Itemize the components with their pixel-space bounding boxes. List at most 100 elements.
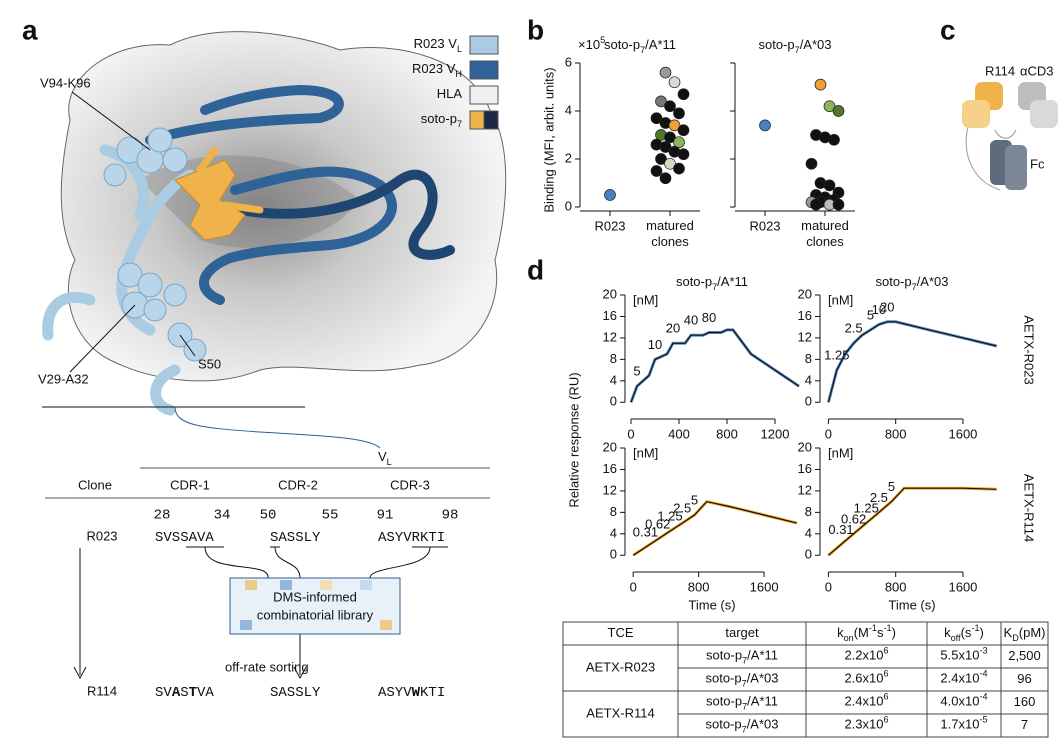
- text-part: (pM): [1019, 625, 1046, 640]
- x-tick-label: 800: [885, 579, 907, 594]
- library-text: combinatorial library: [257, 607, 374, 622]
- legend-swatch: [469, 35, 499, 55]
- sequence: ASYVWKTI: [378, 685, 445, 701]
- diagram-label: Fc: [1030, 156, 1045, 171]
- text-part: SV: [155, 685, 172, 701]
- residue-number: 34: [214, 508, 231, 524]
- text-part: 2.4x10: [844, 694, 883, 709]
- table-cell: 160: [1014, 694, 1036, 709]
- table-cell: 5.5x10-3: [940, 646, 987, 663]
- y-tick-label: 4: [610, 372, 617, 387]
- data-point: [659, 172, 672, 185]
- text-part: 7: [742, 679, 747, 689]
- axis-label: Time (s): [688, 597, 735, 612]
- text-part: (M: [854, 625, 869, 640]
- y-tick-label: 8: [805, 504, 812, 519]
- unit-label: [nM]: [828, 292, 853, 307]
- text-part: soto-p: [604, 37, 640, 52]
- text-part: 6: [883, 692, 888, 702]
- concentration-label: 5: [888, 479, 895, 494]
- text-part: 7: [457, 119, 462, 129]
- text-part: /A*11: [717, 274, 748, 289]
- residue-number: 28: [154, 508, 171, 524]
- table-cell: AETX-R023: [586, 659, 655, 674]
- y-tick-label: 0: [805, 547, 812, 562]
- text-part: K: [1004, 625, 1013, 640]
- table-header: kon(M-1s-1): [837, 623, 896, 643]
- annotation: V94-K96: [40, 75, 91, 90]
- table-cell: 2.6x106: [844, 669, 888, 686]
- chart-title: soto-p7/A*03: [875, 274, 948, 292]
- data-point: [668, 119, 681, 132]
- text-part: -4: [979, 669, 987, 679]
- concentration-label: 2.5: [845, 321, 863, 336]
- legend-label: R023 VL: [414, 36, 462, 54]
- text-part: 6: [883, 669, 888, 679]
- table-cell: 1.7x10-5: [940, 715, 987, 732]
- sequence: SVASTVA: [155, 685, 214, 701]
- x-tick-label: R023: [749, 218, 780, 233]
- text-part: L: [457, 44, 462, 54]
- text-part: 2.6x10: [844, 671, 883, 686]
- table-header: CDR-2: [278, 477, 318, 492]
- concentration-label: 0.31: [633, 525, 658, 540]
- unit-label: [nM]: [633, 292, 658, 307]
- concentration-label: 5: [633, 364, 640, 379]
- x-tick-label: 1600: [948, 426, 977, 441]
- text-part: target: [725, 625, 759, 640]
- y-tick-label: 16: [603, 308, 617, 323]
- x-tick-label: 0: [825, 426, 832, 441]
- x-tick-label: 800: [688, 579, 710, 594]
- y-tick-label: 12: [798, 482, 812, 497]
- x-tick-label: matured clones: [646, 218, 694, 249]
- x-tick-label: 0: [627, 426, 634, 441]
- text-part: ASYV: [378, 685, 412, 701]
- table-cell: AETX-R114: [586, 705, 654, 720]
- data-point: [659, 66, 672, 79]
- concentration-label: 2.5: [673, 501, 691, 516]
- text-part: ASYVRKTI: [378, 530, 445, 546]
- x-tick-label: 800: [716, 426, 738, 441]
- text-part: 2.3x10: [844, 717, 883, 732]
- text-part: s: [877, 625, 884, 640]
- text-part: 1.7x10: [940, 717, 979, 732]
- annotation: S50: [198, 356, 221, 371]
- concentration-label: 10: [648, 337, 662, 352]
- text-part: on: [844, 633, 854, 643]
- legend-label: R023 VH: [412, 61, 462, 79]
- sequence: SVSSAVA: [155, 530, 214, 546]
- text-part: 5: [600, 35, 605, 45]
- text-part: clones: [806, 234, 844, 249]
- data-point: [604, 189, 616, 201]
- y-tick-label: 12: [603, 329, 617, 344]
- table-cell: 2.4x10-4: [940, 669, 987, 686]
- data-point: [832, 198, 845, 211]
- text-part: /A*03: [800, 37, 832, 52]
- clone-name: R114: [87, 683, 117, 698]
- protein-structure: [42, 31, 507, 680]
- text-part: ): [892, 625, 896, 640]
- data-point: [673, 136, 685, 149]
- text-part: -1: [869, 623, 877, 633]
- table-cell: soto-p7/A*03: [705, 671, 778, 689]
- data-point: [655, 95, 667, 108]
- y-tick-label: 20: [603, 286, 617, 301]
- text-part: matured: [646, 218, 694, 233]
- y-tick-label: 20: [798, 286, 812, 301]
- data-point: [823, 179, 836, 192]
- y-tick-label: 16: [798, 461, 812, 476]
- y-tick-label: 20: [603, 439, 617, 454]
- text-part: /A*03: [917, 274, 949, 289]
- text-part: off: [951, 633, 961, 643]
- data-point: [814, 78, 827, 91]
- panel-label: a: [22, 14, 38, 45]
- y-tick-label: 4: [805, 372, 812, 387]
- concentration-label: 0.62: [645, 517, 670, 532]
- vl-label: VL: [378, 449, 392, 467]
- data-point: [832, 105, 845, 117]
- text-part: H: [455, 69, 462, 79]
- text-part: 7: [912, 282, 917, 292]
- text-part: soto-p: [705, 717, 741, 732]
- y-tick-label: 8: [610, 351, 617, 366]
